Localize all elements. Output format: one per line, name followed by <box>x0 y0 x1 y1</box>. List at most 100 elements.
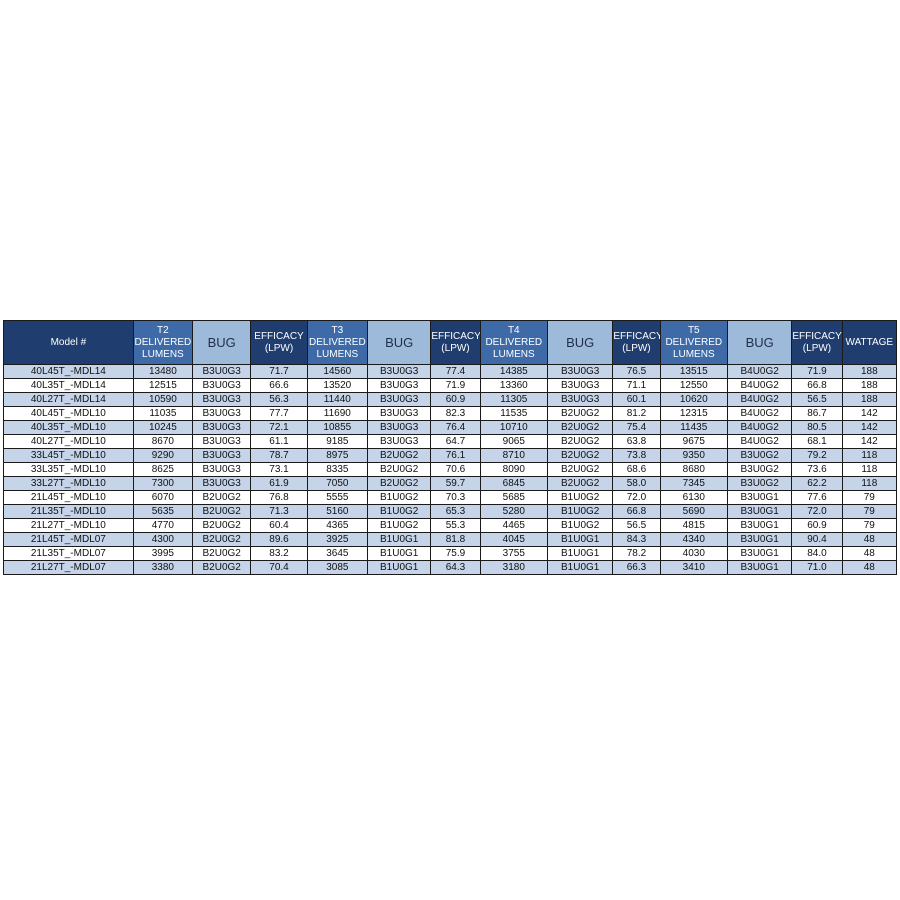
cell-t4-efficacy: 60.1 <box>612 392 661 407</box>
cell-t4-lumens: 3755 <box>479 546 548 561</box>
cell-t3-lumens: 9185 <box>306 434 369 449</box>
cell-t4-lumens: 10710 <box>479 420 548 435</box>
cell-t3-bug: B1U0G1 <box>366 546 432 561</box>
cell-wattage: 142 <box>841 406 898 421</box>
cell-t4-bug: B1U0G1 <box>546 532 614 547</box>
cell-t4-efficacy: 76.5 <box>612 364 661 379</box>
cell-t4-efficacy: 84.3 <box>612 532 661 547</box>
cell-t5-efficacy: 80.5 <box>791 420 843 435</box>
cell-t3-lumens: 13520 <box>306 378 369 393</box>
column-header-t5-bug: BUG <box>726 320 793 365</box>
cell-wattage: 142 <box>841 434 898 449</box>
cell-t4-efficacy: 66.8 <box>612 504 661 519</box>
cell-t2-bug: B3U0G3 <box>192 476 252 491</box>
table-row: 40L35T_-MDL14 12515 B3U0G3 66.6 13520 B3U0G3 7… <box>3 378 898 393</box>
cell-t4-efficacy: 68.6 <box>612 462 661 477</box>
cell-t3-efficacy: 76.4 <box>430 420 481 435</box>
cell-t3-bug: B3U0G3 <box>366 420 432 435</box>
cell-t5-efficacy: 60.9 <box>791 518 843 533</box>
cell-t3-efficacy: 70.6 <box>430 462 481 477</box>
cell-t4-bug: B2U0G2 <box>546 420 614 435</box>
cell-t5-efficacy: 56.5 <box>791 392 843 407</box>
cell-t5-bug: B4U0G2 <box>726 392 793 407</box>
cell-model: 40L35T_-MDL10 <box>3 420 134 435</box>
table-row: 21L35T_-MDL10 5635 B2U0G2 71.3 5160 B1U0G2 65.… <box>3 504 898 519</box>
cell-t2-bug: B3U0G3 <box>192 434 252 449</box>
table-row: 40L35T_-MDL10 10245 B3U0G3 72.1 10855 B3U0G3 7… <box>3 420 898 435</box>
cell-t2-lumens: 11035 <box>132 406 194 421</box>
cell-t2-lumens: 10590 <box>132 392 194 407</box>
cell-t4-lumens: 6845 <box>479 476 548 491</box>
cell-wattage: 48 <box>841 560 898 575</box>
cell-t5-efficacy: 79.2 <box>791 448 843 463</box>
cell-t5-lumens: 9675 <box>659 434 728 449</box>
cell-t4-efficacy: 73.8 <box>612 448 661 463</box>
cell-t3-lumens: 5555 <box>306 490 369 505</box>
cell-t4-lumens: 5280 <box>479 504 548 519</box>
cell-t5-bug: B3U0G1 <box>726 504 793 519</box>
cell-t5-bug: B4U0G2 <box>726 420 793 435</box>
cell-t2-lumens: 12515 <box>132 378 194 393</box>
cell-t4-lumens: 8710 <box>479 448 548 463</box>
cell-t5-lumens: 9350 <box>659 448 728 463</box>
cell-t3-lumens: 4365 <box>306 518 369 533</box>
cell-t2-lumens: 9290 <box>132 448 194 463</box>
cell-t4-bug: B1U0G1 <box>546 560 614 575</box>
cell-model: 40L27T_-MDL14 <box>3 392 134 407</box>
cell-t4-bug: B3U0G3 <box>546 378 614 393</box>
cell-t3-bug: B3U0G3 <box>366 406 432 421</box>
cell-model: 21L35T_-MDL10 <box>3 504 134 519</box>
cell-t3-bug: B1U0G2 <box>366 504 432 519</box>
cell-wattage: 118 <box>841 462 898 477</box>
column-header-t2-efficacy: EFFICACY (LPW) <box>250 320 308 365</box>
column-header-t3-lumens: T3 DELIVERED LUMENS <box>306 320 369 365</box>
cell-t4-bug: B2U0G2 <box>546 448 614 463</box>
cell-t2-efficacy: 78.7 <box>250 448 308 463</box>
cell-t4-efficacy: 81.2 <box>612 406 661 421</box>
cell-t5-efficacy: 72.0 <box>791 504 843 519</box>
cell-t3-bug: B1U0G2 <box>366 490 432 505</box>
cell-t3-efficacy: 60.9 <box>430 392 481 407</box>
cell-model: 21L35T_-MDL07 <box>3 546 134 561</box>
cell-t5-lumens: 4030 <box>659 546 728 561</box>
cell-t2-bug: B3U0G3 <box>192 406 252 421</box>
cell-model: 40L35T_-MDL14 <box>3 378 134 393</box>
cell-t3-efficacy: 75.9 <box>430 546 481 561</box>
table-row: 40L45T_-MDL14 13480 B3U0G3 71.7 14560 B3U0G3 7… <box>3 364 898 379</box>
cell-t4-bug: B2U0G2 <box>546 476 614 491</box>
cell-t2-lumens: 4300 <box>132 532 194 547</box>
cell-t3-lumens: 10855 <box>306 420 369 435</box>
cell-t4-efficacy: 75.4 <box>612 420 661 435</box>
table-header: Model # T2 DELIVERED LUMENS BUG EFFICACY (L… <box>3 320 898 365</box>
cell-wattage: 79 <box>841 490 898 505</box>
cell-t3-bug: B3U0G3 <box>366 434 432 449</box>
cell-wattage: 118 <box>841 476 898 491</box>
cell-t3-lumens: 8335 <box>306 462 369 477</box>
column-header-t4-lumens: T4 DELIVERED LUMENS <box>479 320 548 365</box>
cell-t5-efficacy: 62.2 <box>791 476 843 491</box>
cell-t3-efficacy: 70.3 <box>430 490 481 505</box>
column-header-t4-bug: BUG <box>546 320 614 365</box>
cell-t4-efficacy: 66.3 <box>612 560 661 575</box>
table-row: 40L27T_-MDL14 10590 B3U0G3 56.3 11440 B3U0G3 6… <box>3 392 898 407</box>
cell-t4-lumens: 4465 <box>479 518 548 533</box>
cell-t3-efficacy: 64.7 <box>430 434 481 449</box>
cell-model: 21L27T_-MDL10 <box>3 518 134 533</box>
cell-t3-bug: B1U0G2 <box>366 518 432 533</box>
cell-t3-efficacy: 59.7 <box>430 476 481 491</box>
cell-t2-lumens: 8625 <box>132 462 194 477</box>
column-header-t3-efficacy: EFFICACY (LPW) <box>430 320 481 365</box>
cell-t4-bug: B2U0G2 <box>546 406 614 421</box>
table-row: 21L27T_-MDL10 4770 B2U0G2 60.4 4365 B1U0G2 55.… <box>3 518 898 533</box>
cell-t2-bug: B3U0G3 <box>192 378 252 393</box>
cell-t5-bug: B3U0G1 <box>726 532 793 547</box>
table-row: 33L27T_-MDL10 7300 B3U0G3 61.9 7050 B2U0G2 59.… <box>3 476 898 491</box>
cell-t3-bug: B3U0G3 <box>366 378 432 393</box>
column-header-t4-efficacy: EFFICACY (LPW) <box>612 320 661 365</box>
cell-t2-efficacy: 89.6 <box>250 532 308 547</box>
cell-t4-bug: B1U0G2 <box>546 504 614 519</box>
cell-t2-lumens: 3995 <box>132 546 194 561</box>
cell-t4-bug: B2U0G2 <box>546 462 614 477</box>
cell-t2-efficacy: 66.6 <box>250 378 308 393</box>
cell-t5-lumens: 7345 <box>659 476 728 491</box>
